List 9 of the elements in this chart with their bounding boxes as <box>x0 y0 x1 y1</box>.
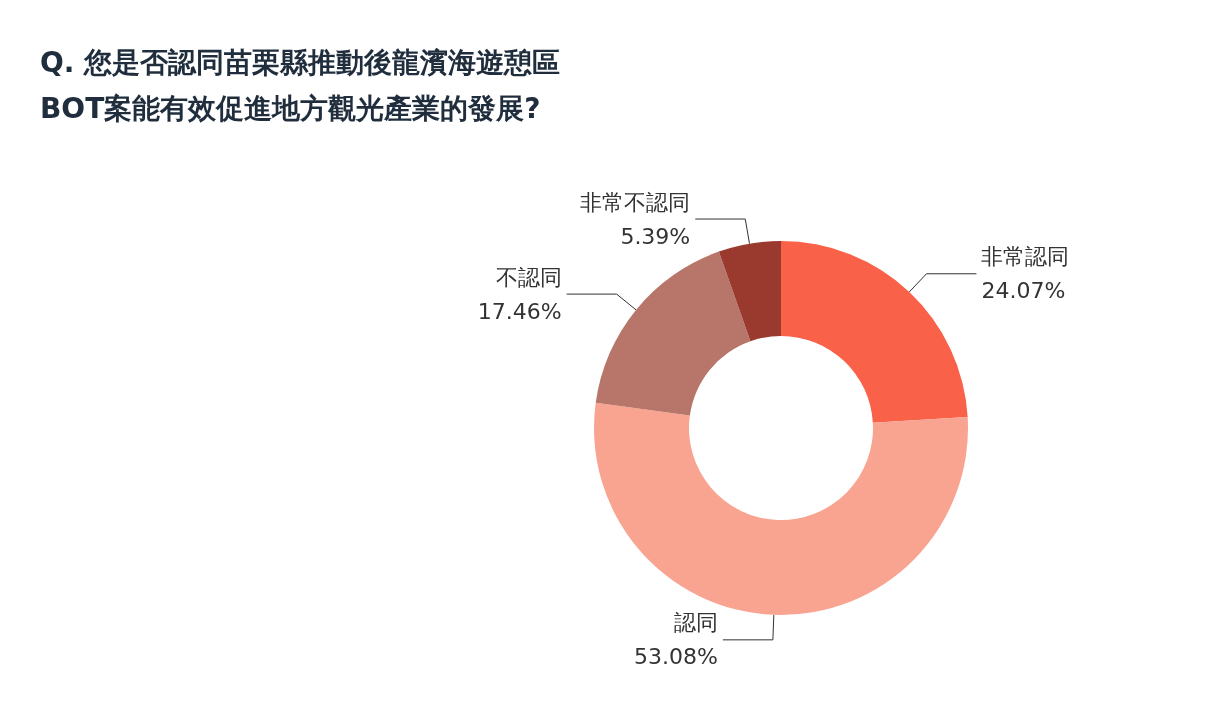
data-label: 17.46% <box>477 298 562 324</box>
chart-title: Q. 您是否認同苗栗縣推動後龍濱海遊憩區BOT案能有效促進地方觀光產業的發展? <box>40 45 562 127</box>
data-label: 24.07% <box>981 278 1066 304</box>
slice-label: 非常認同 <box>981 244 1070 270</box>
data-label: 5.39% <box>620 223 691 249</box>
slice-label: 非常不認同 <box>580 189 691 215</box>
data-label: 53.08% <box>633 644 718 670</box>
slice-label: 不認同 <box>495 264 562 290</box>
slice-label: 認同 <box>673 610 718 636</box>
